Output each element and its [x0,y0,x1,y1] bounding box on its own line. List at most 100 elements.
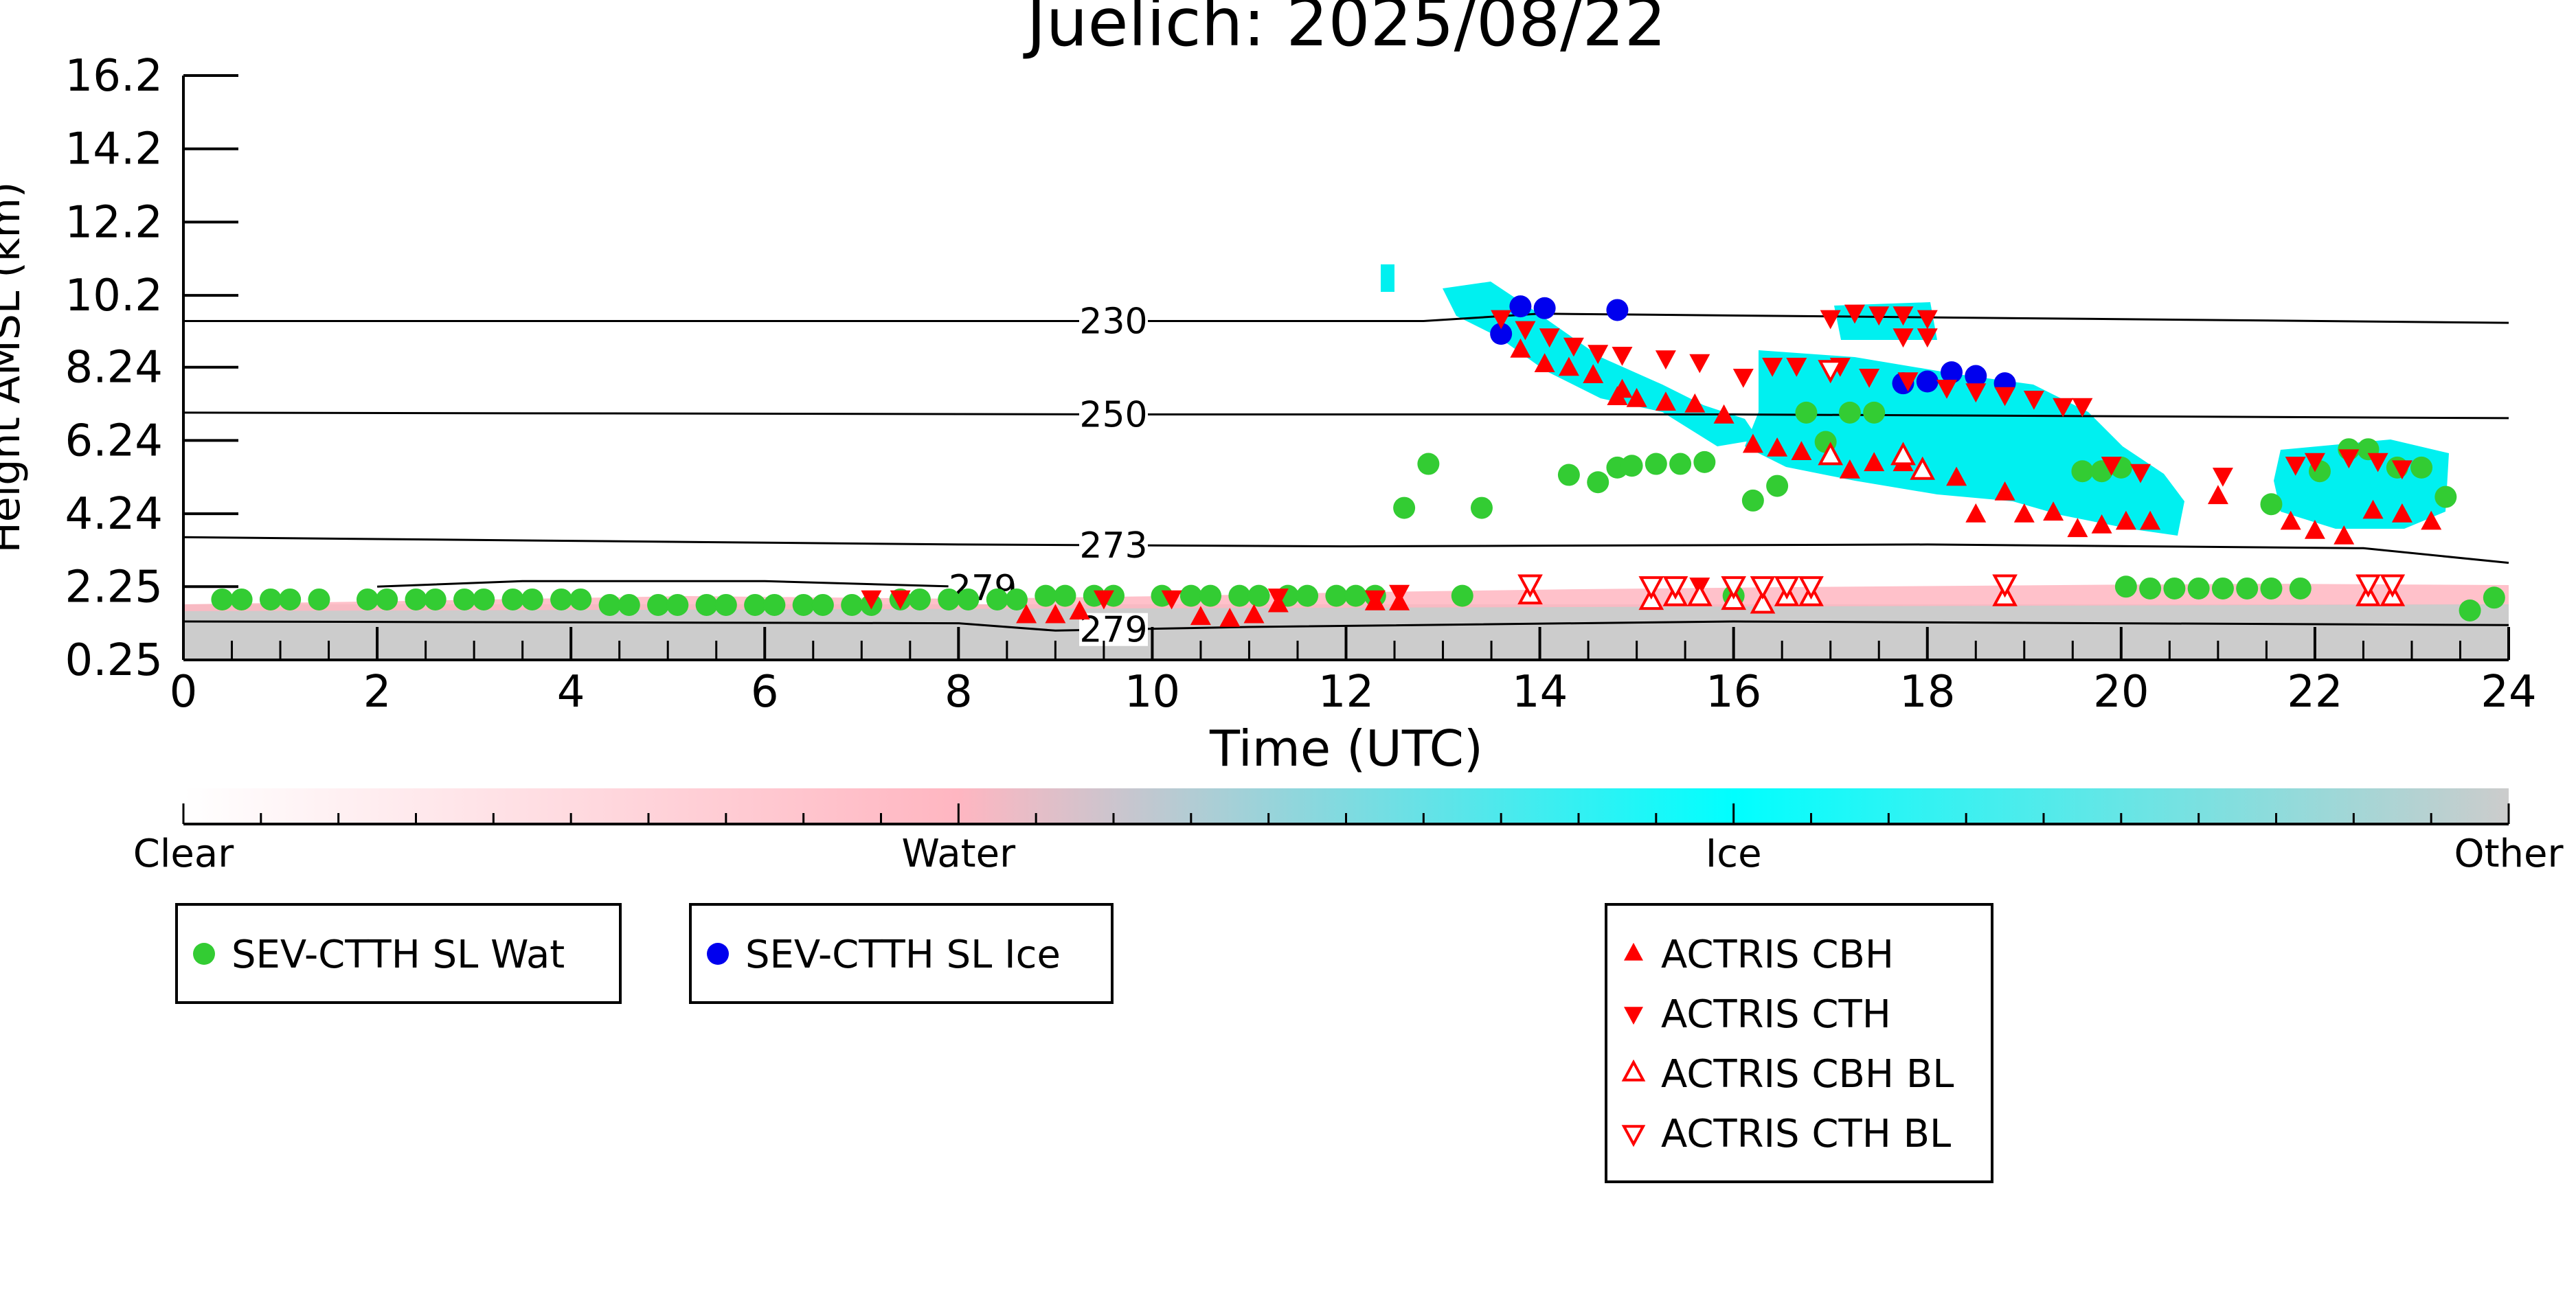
data-point [1228,584,1251,607]
data-point [1750,590,1776,614]
y-tick-label: 8.24 [65,343,163,393]
data-point [714,593,737,616]
data-point [1910,456,1936,480]
data-point [2355,574,2381,598]
colorbar-ticks [182,803,2510,824]
data-point [1389,584,1410,604]
legend-box: SEV-CTTH SL Wat [175,903,622,1004]
data-point [1844,304,1865,324]
legend-label: ACTRIS CTH [1661,992,1891,1037]
x-axis-label: Time (UTC) [1209,720,1483,777]
legend-label: ACTRIS CBH BL [1661,1052,1954,1097]
data-point [1786,358,1807,377]
data-point [861,590,882,610]
data-point [1587,471,1609,494]
data-point [2072,398,2093,418]
x-tick-label: 10 [1125,667,1180,718]
legend-marker [193,943,215,965]
data-point [1199,584,1222,607]
data-point [2434,485,2457,508]
data-point [1612,347,1633,366]
classification-colorbar: Clear Water Ice Other [133,788,2564,876]
data-point [2304,453,2325,472]
legend-marker [1621,1059,1646,1082]
legend-entry: SEV-CTTH SL Ice [707,933,1061,977]
data-point [424,588,447,610]
legend-label: ACTRIS CTH BL [1661,1112,1951,1156]
data-point [2043,501,2064,521]
data-point [2334,525,2355,545]
data-point [1686,582,1713,606]
data-point [230,588,253,610]
contour-label-bg [1079,613,1148,646]
data-point [1645,453,1667,475]
x-tick-label: 20 [2093,667,2149,718]
data-point [2053,398,2074,418]
data-point [1638,576,1664,600]
data-point [1774,576,1800,600]
data-point [1693,450,1716,473]
legend-marker [1621,1125,1646,1147]
legend-label: ACTRIS CBH [1661,933,1894,977]
x-tick-label: 22 [2287,667,2342,718]
data-point [1838,401,1861,424]
data-point [2459,599,2481,621]
data-point [259,588,282,610]
data-point [1179,584,1202,607]
data-point [1534,353,1555,372]
data-point [1868,306,1890,326]
data-point [1767,437,1788,457]
contour-label-bg [1079,398,1148,431]
data-point [2367,453,2388,472]
data-point [2391,460,2413,480]
data-point [453,588,476,610]
data-point [2483,586,2505,609]
data-point [1161,590,1182,610]
data-point [1713,404,1735,424]
data-point [1563,337,1584,357]
data-point [2380,574,2406,598]
data-point [1243,604,1265,624]
data-point [957,588,980,610]
data-point [1863,401,1886,424]
data-point [1620,455,1643,477]
data-point [1890,442,1916,466]
data-point [1897,372,1919,392]
data-point [1247,584,1270,607]
data-point [1917,310,1938,330]
colorbar-label: Ice [1706,832,1762,876]
data-point [2101,457,2122,476]
data-point [405,588,427,610]
data-point [1818,360,1844,384]
chart-title: Juelich: 2025/08/22 [1023,0,1666,61]
contour-label: 279 [1079,610,1147,651]
data-point [938,588,960,610]
data-point [1946,466,1967,486]
data-point [473,588,495,610]
y-tick-label: 10.2 [65,271,163,321]
data-point [890,590,911,610]
legends: SEV-CTTH SL Wat SEV-CTTH SL Ice ACTRIS CBH… [175,903,1993,1183]
data-point [1965,383,1987,403]
data-point [1916,370,1939,393]
data-point [1820,310,1841,330]
y-tick-label: 16.2 [65,51,163,102]
data-point [744,593,767,616]
data-point [308,588,330,610]
contour-label-bg [1079,529,1148,562]
data-point [521,588,543,610]
data-point [1325,584,1348,607]
data-point [2260,493,2283,516]
contour-line [183,312,2509,324]
legend-label: SEV-CTTH SL Ice [745,933,1061,977]
data-point [1917,328,1938,348]
data-point [1941,361,1963,384]
data-point [1219,608,1241,627]
x-tick-label: 8 [945,667,973,718]
data-point [666,593,689,616]
x-tick-label: 6 [751,667,779,718]
data-point [2091,514,2112,534]
data-point [2067,518,2088,538]
legend-entry: ACTRIS CBH BL [1621,1052,1954,1097]
